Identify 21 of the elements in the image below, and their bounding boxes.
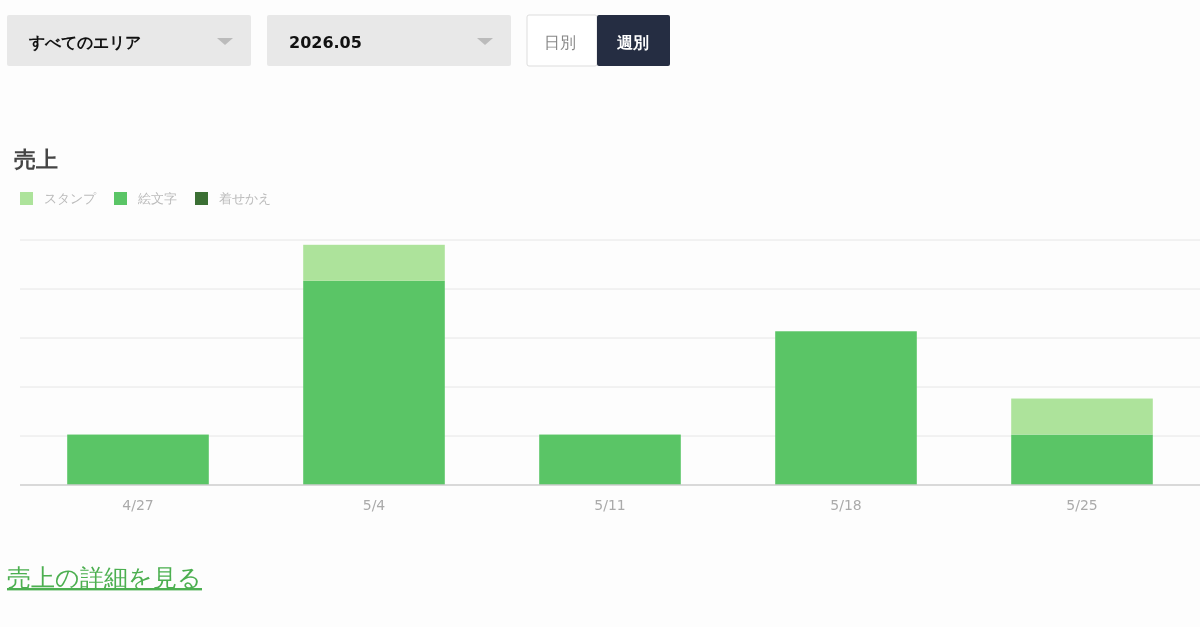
x-tick-label: 5/25 <box>1066 497 1098 513</box>
bar <box>303 244 445 281</box>
bar <box>303 280 445 485</box>
legend-label: スタンプ <box>44 191 97 206</box>
bar <box>1011 398 1153 435</box>
text: 日別 <box>544 33 576 52</box>
bar <box>1011 434 1153 485</box>
text: すべてのエリア <box>28 33 141 52</box>
x-tick-label: 5/11 <box>594 497 626 513</box>
bar <box>67 434 209 485</box>
legend-label: 絵文字 <box>137 191 177 206</box>
legend-label: 着せかえ <box>219 191 271 206</box>
text: 週別 <box>616 33 649 52</box>
text: 2026.05 <box>289 33 362 52</box>
bar <box>539 434 681 485</box>
x-tick-label: 5/4 <box>362 497 386 513</box>
text: 売上の詳細を見る <box>7 564 202 592</box>
x-tick-label: 5/18 <box>830 497 862 513</box>
chart-title: 売上 <box>14 147 58 172</box>
x-tick-label: 4/27 <box>122 497 154 513</box>
bar <box>775 331 917 485</box>
